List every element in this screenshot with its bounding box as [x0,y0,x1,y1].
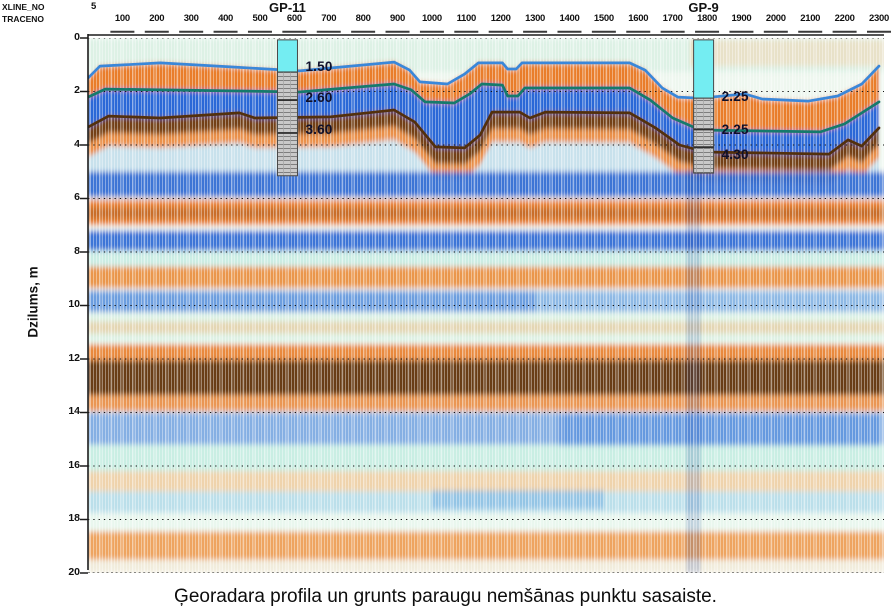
trace-tick-label: 300 [183,13,199,24]
depth-tick-label: 16 [68,458,80,471]
borehole-depth-label: 1.50 [305,58,333,74]
depth-tick-label: 0 [74,30,80,43]
trace-tick-label: 1300 [525,13,546,24]
trace-tick-label: 1200 [490,13,511,24]
axes [80,30,891,574]
depth-axis-label: Dzilums, m [25,266,41,338]
trace-tick-label: 100 [114,13,130,24]
boreholes [276,39,715,177]
trace-tick-label: 2100 [800,13,821,24]
borehole-depth-label: 2.60 [305,90,333,106]
trace-tick-label: 2200 [834,13,855,24]
borehole-name: GP-11 [269,0,306,15]
trace-tick-label: 1600 [628,13,649,24]
depth-tick-label: 12 [68,351,80,364]
trace-tick-label: 1500 [593,13,614,24]
depth-tick-label: 2 [74,84,80,96]
borehole-soil-GP-9 [693,97,715,174]
trace-tick-label: 2000 [765,13,786,24]
trace-tick-label: 700 [321,13,337,24]
xline-no-label: XLINE_NO [2,2,45,12]
depth-gridlines [88,38,884,573]
trace-tick-label: 400 [218,13,234,24]
trace-tick-label: 2300 [869,13,889,24]
trace-tick-label: 500 [252,13,268,24]
borehole-soil-GP-11 [276,71,298,177]
depth-tick-label: 10 [68,298,80,310]
trace-tick-label: 200 [149,13,165,24]
depth-tick-label: 4 [74,137,80,150]
trace-tick-label: 800 [355,13,371,24]
depth-tick-label: 8 [74,244,80,257]
trace-tick-label: 900 [390,13,405,24]
trace-tick-label: 1100 [456,13,477,24]
traceno-label: TRACENO [2,14,45,24]
depth-tick-label: 6 [74,191,80,203]
trace-tick-label: 1400 [559,13,580,24]
trace-tick-label: 1000 [421,13,442,24]
interpreted-horizons [88,60,881,156]
borehole-depth-label: 2.25 [721,121,749,137]
trace-tick-label: 1800 [697,13,717,24]
xline-no-value: 5 [91,1,97,12]
trace-tick-label: 1900 [731,13,752,24]
borehole-water-GP-11 [276,39,298,73]
borehole-water-GP-9 [693,39,715,99]
borehole-depth-label: 4.30 [721,147,749,163]
borehole-depth-label: 3.60 [305,121,333,137]
figure-caption: Ģeoradara profila un grunts paraugu nemš… [174,586,717,607]
trace-tick-label: 1700 [662,13,683,24]
horizon-line-brown [88,108,881,156]
trace-tick-label: 600 [286,13,302,24]
depth-tick-label: 20 [68,565,80,578]
borehole-depth-label: 2.25 [721,88,749,104]
depth-tick-label: 14 [68,405,80,417]
borehole-name: GP-9 [688,0,719,15]
depth-tick-label: 18 [68,512,80,524]
horizon-line-blue [88,60,881,103]
horizon-line-teal [88,82,881,134]
